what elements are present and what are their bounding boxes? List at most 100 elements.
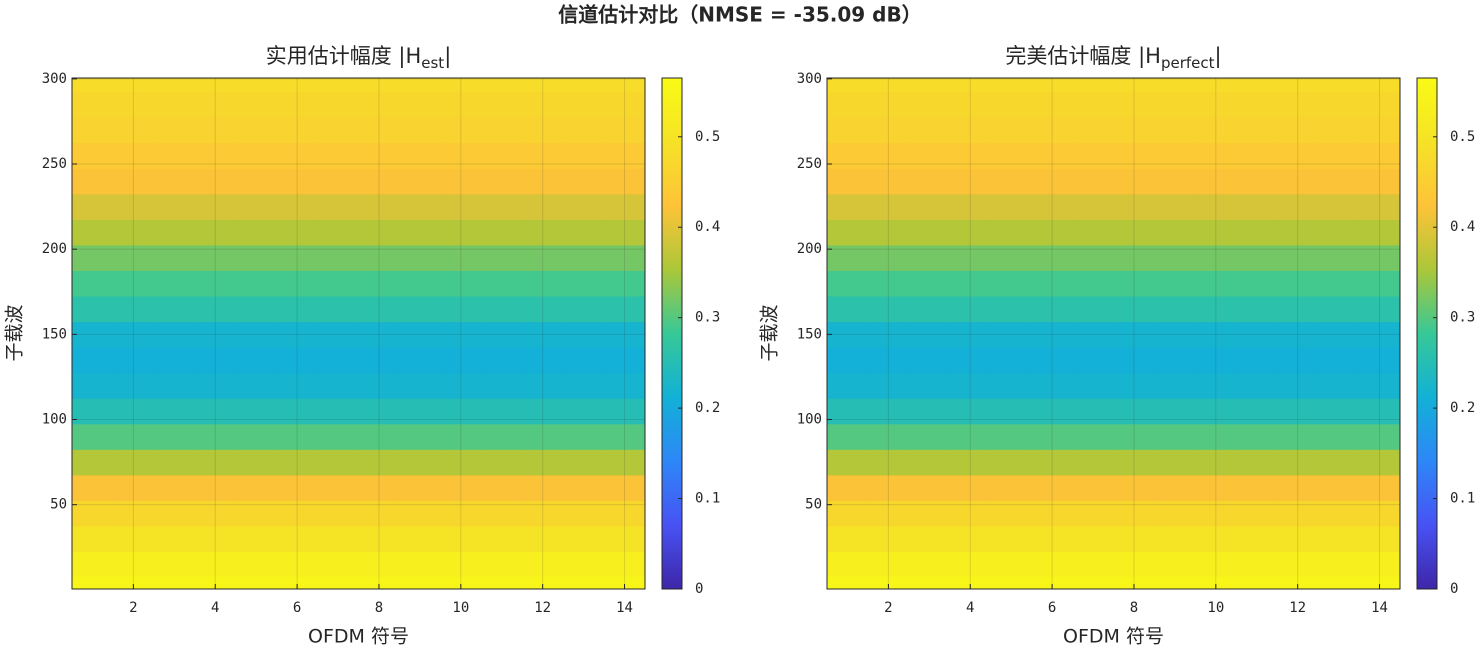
y-tick-label: 200 [797, 241, 822, 257]
heatmap-cell [1236, 296, 1278, 323]
heatmap-cell [1318, 449, 1360, 476]
heatmap-cell [1113, 219, 1155, 246]
heatmap-cell [1277, 576, 1319, 590]
heatmap-cell [1277, 168, 1319, 195]
heatmap-cell [481, 193, 523, 220]
heatmap-cell [1359, 576, 1401, 590]
heatmap-cell [112, 244, 155, 271]
heatmap-cell [949, 219, 992, 246]
heatmap-cell [1031, 270, 1074, 297]
heatmap-cell [153, 347, 196, 374]
heatmap-cell [1072, 423, 1114, 450]
heatmap-cell [949, 500, 992, 527]
heatmap-cell [990, 321, 1033, 348]
heatmap-cell [827, 474, 869, 501]
heatmap-cell [1113, 500, 1155, 527]
heatmap-cell [358, 193, 400, 220]
heatmap-cell [399, 525, 441, 553]
heatmap-cell [908, 78, 951, 93]
heatmap-cell [358, 78, 400, 93]
heatmap-cell [1154, 193, 1196, 220]
heatmap-cell [1318, 193, 1360, 220]
heatmap-cell [1318, 168, 1360, 195]
heatmap-cell [153, 244, 196, 271]
heatmap-cell [358, 296, 400, 323]
heatmap-cell [1113, 270, 1155, 297]
heatmap-cell [1236, 168, 1278, 195]
heatmap-cell [317, 500, 359, 527]
heatmap-cell [153, 500, 196, 527]
heatmap-cell [522, 117, 564, 144]
colorbar-tick-label: 0.4 [695, 219, 720, 235]
heatmap-cell [563, 449, 605, 476]
heatmap-cell [1072, 372, 1114, 399]
heatmap-cell [358, 91, 400, 118]
heatmap-cell [867, 270, 910, 297]
heatmap-cell [153, 576, 196, 590]
heatmap-cell [990, 576, 1033, 590]
y-tick-label: 100 [797, 412, 822, 428]
heatmap-cell [867, 117, 910, 144]
heatmap-cell [440, 398, 482, 425]
heatmap-cell [867, 576, 910, 590]
heatmap-cell [908, 117, 951, 144]
heatmap-cell [949, 78, 992, 93]
colorbar-tick-label: 0.3 [695, 310, 720, 326]
heatmap-cell [1359, 525, 1401, 553]
x-tick-label: 2 [129, 600, 137, 616]
heatmap-cell [317, 321, 359, 348]
heatmap-cell [72, 219, 114, 246]
heatmap-cell [235, 551, 278, 577]
heatmap-cell [827, 244, 869, 271]
heatmap-cell [604, 270, 646, 297]
heatmap-cell [1031, 398, 1074, 425]
heatmap-cell [317, 78, 359, 93]
colorbar [1416, 77, 1438, 590]
heatmap-cell [317, 168, 359, 195]
heatmap-cell [827, 270, 869, 297]
heatmap-cell [1113, 91, 1155, 118]
heatmap-cell [399, 321, 441, 348]
heatmap-cell [1154, 321, 1196, 348]
axes-box [71, 77, 646, 590]
heatmap-cell [522, 321, 564, 348]
heatmap-cell [1113, 193, 1155, 220]
heatmap-cell [522, 347, 564, 374]
heatmap-cell [194, 474, 237, 501]
heatmap-cell [604, 244, 646, 271]
heatmap-cell [112, 525, 155, 553]
heatmap-cell [990, 244, 1033, 271]
heatmap-cell [949, 244, 992, 271]
y-tick-label: 200 [42, 241, 67, 257]
heatmap-cell [867, 193, 910, 220]
heatmap-cell [112, 372, 155, 399]
heatmap-cell [317, 474, 359, 501]
heatmap-cell [522, 91, 564, 118]
heatmap-cell [990, 525, 1033, 553]
heatmap-cell [604, 296, 646, 323]
heatmap-cell [1195, 551, 1237, 577]
heatmap-cell [112, 449, 155, 476]
heatmap-cell [827, 296, 869, 323]
heatmap-cell [1195, 244, 1237, 271]
heatmap-cell [194, 551, 237, 577]
heatmap-cell [1359, 474, 1401, 501]
heatmap-cell [153, 398, 196, 425]
heatmap-cell [317, 347, 359, 374]
heatmap-cell [522, 474, 564, 501]
heatmap-cell [1072, 168, 1114, 195]
heatmap-cell [1031, 576, 1074, 590]
heatmap-cell [399, 347, 441, 374]
heatmap-cell [317, 576, 359, 590]
heatmap-cell [867, 525, 910, 553]
heatmap-cell [194, 142, 237, 169]
heatmap-cell [1277, 296, 1319, 323]
heatmap-cell [522, 193, 564, 220]
heatmap-cell [317, 525, 359, 553]
heatmap-cell [867, 474, 910, 501]
heatmap-cell [1318, 551, 1360, 577]
heatmap-cell [1277, 500, 1319, 527]
heatmap-cell [1113, 142, 1155, 169]
heatmap-cell [358, 525, 400, 553]
heatmap-cell [1154, 423, 1196, 450]
